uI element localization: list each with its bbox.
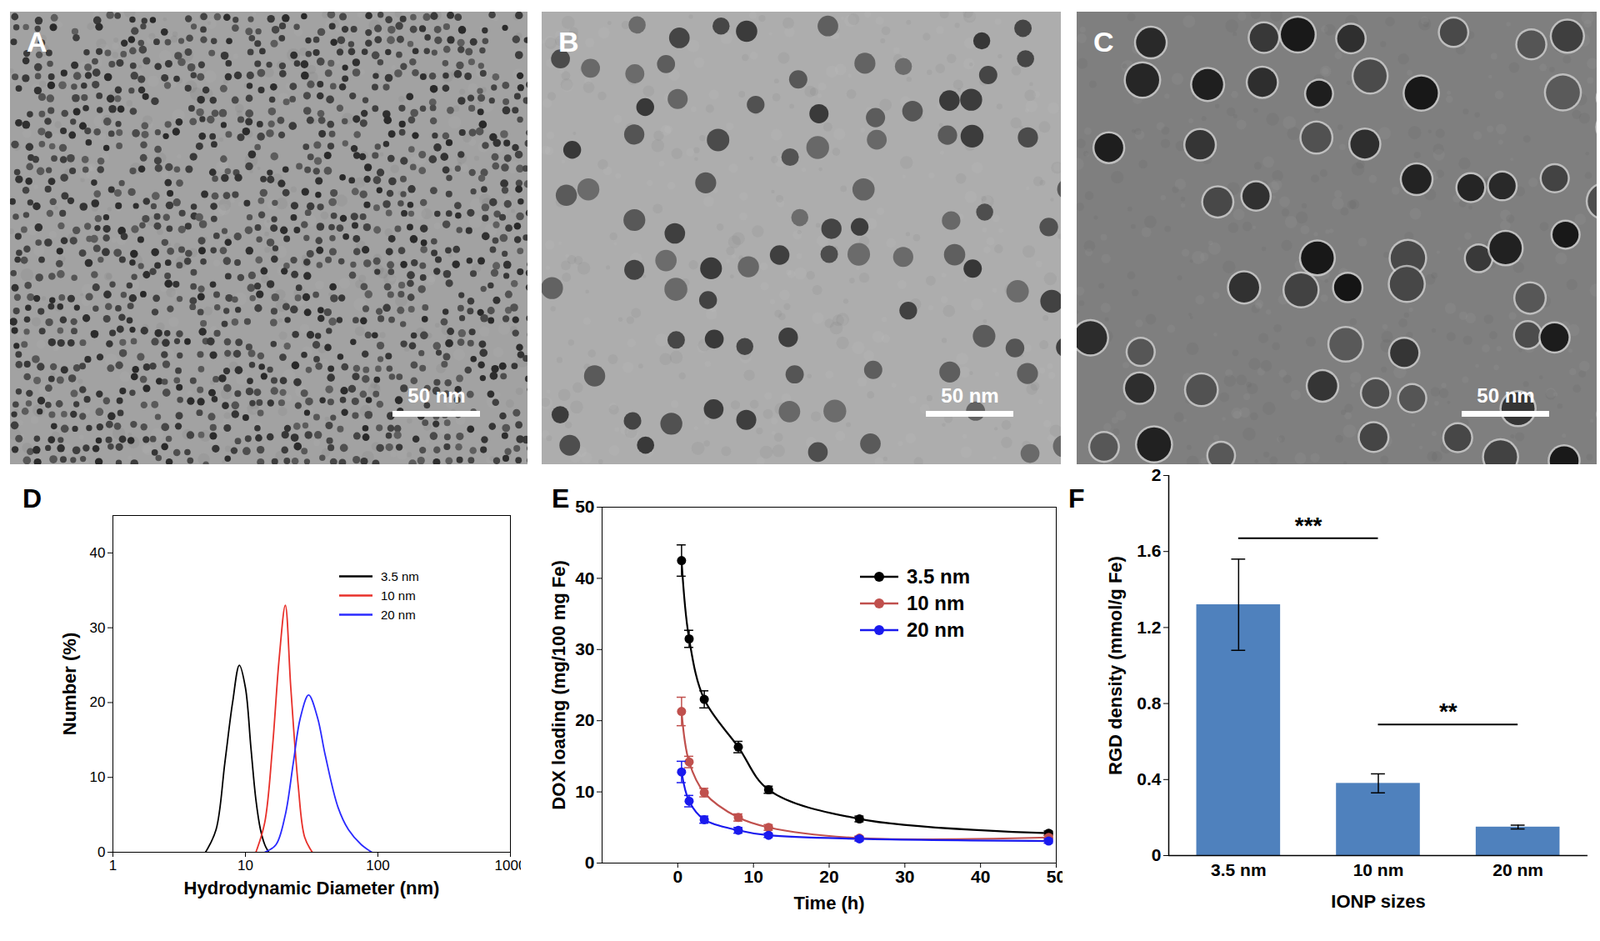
svg-text:50: 50 bbox=[1046, 866, 1063, 886]
svg-text:100: 100 bbox=[365, 857, 390, 874]
svg-text:50: 50 bbox=[575, 496, 595, 516]
svg-text:1000: 1000 bbox=[495, 857, 521, 874]
html-text:20 nm: 20 nm bbox=[380, 607, 416, 622]
svg-text:Time (h): Time (h) bbox=[793, 892, 865, 914]
svg-text:1.6: 1.6 bbox=[1136, 540, 1161, 560]
svg-text:B: B bbox=[558, 25, 580, 58]
svg-text:20 nm: 20 nm bbox=[1492, 860, 1544, 880]
svg-text:3.5 nm: 3.5 nm bbox=[1210, 860, 1267, 880]
html-text:F: F bbox=[1068, 483, 1085, 514]
svg-text:20: 20 bbox=[819, 866, 839, 886]
svg-text:10: 10 bbox=[575, 781, 595, 801]
svg-text:0: 0 bbox=[672, 866, 683, 886]
svg-text:20: 20 bbox=[575, 710, 595, 730]
svg-text:0: 0 bbox=[585, 852, 595, 872]
html-text:E: E bbox=[551, 483, 570, 514]
svg-text:**: ** bbox=[1439, 698, 1458, 725]
svg-text:30: 30 bbox=[575, 639, 595, 659]
svg-text:2: 2 bbox=[1151, 465, 1162, 485]
svg-text:0: 0 bbox=[1151, 845, 1162, 865]
svg-text:10: 10 bbox=[237, 857, 254, 874]
svg-text:IONP sizes: IONP sizes bbox=[1330, 890, 1425, 912]
svg-text:RGD density (mmol/g Fe): RGD density (mmol/g Fe) bbox=[1105, 555, 1126, 775]
svg-text:1.2: 1.2 bbox=[1136, 617, 1161, 637]
svg-text:50 nm: 50 nm bbox=[407, 384, 465, 407]
html-text:D: D bbox=[22, 483, 42, 514]
svg-text:20: 20 bbox=[90, 694, 106, 710]
svg-text:***: *** bbox=[1295, 512, 1323, 539]
html-text:3.5 nm: 3.5 nm bbox=[380, 569, 420, 584]
svg-text:A: A bbox=[26, 25, 48, 58]
svg-text:0.4: 0.4 bbox=[1136, 769, 1162, 789]
svg-text:Number (%): Number (%) bbox=[59, 632, 80, 735]
svg-text:1: 1 bbox=[109, 857, 117, 874]
svg-text:0.8: 0.8 bbox=[1136, 693, 1162, 713]
svg-text:50 nm: 50 nm bbox=[1476, 384, 1535, 407]
html-text:20 nm: 20 nm bbox=[906, 618, 965, 641]
svg-text:10: 10 bbox=[90, 769, 106, 785]
svg-text:30: 30 bbox=[895, 866, 915, 886]
svg-text:Hydrodynamic Diameter (nm): Hydrodynamic Diameter (nm) bbox=[184, 877, 440, 899]
svg-text:40: 40 bbox=[970, 866, 990, 886]
svg-text:40: 40 bbox=[575, 568, 595, 588]
svg-text:10: 10 bbox=[743, 866, 763, 886]
html-text:3.5 nm: 3.5 nm bbox=[906, 565, 970, 588]
svg-text:DOX loading (mg/100 mg Fe): DOX loading (mg/100 mg Fe) bbox=[548, 560, 570, 810]
svg-text:10 nm: 10 nm bbox=[1353, 860, 1405, 880]
svg-text:50 nm: 50 nm bbox=[940, 384, 999, 407]
svg-text:30: 30 bbox=[90, 620, 106, 636]
html-text:10 nm: 10 nm bbox=[906, 591, 965, 615]
svg-text:40: 40 bbox=[90, 545, 106, 561]
svg-text:0: 0 bbox=[97, 844, 105, 860]
html-text:10 nm: 10 nm bbox=[380, 588, 416, 603]
svg-text:C: C bbox=[1093, 25, 1115, 58]
